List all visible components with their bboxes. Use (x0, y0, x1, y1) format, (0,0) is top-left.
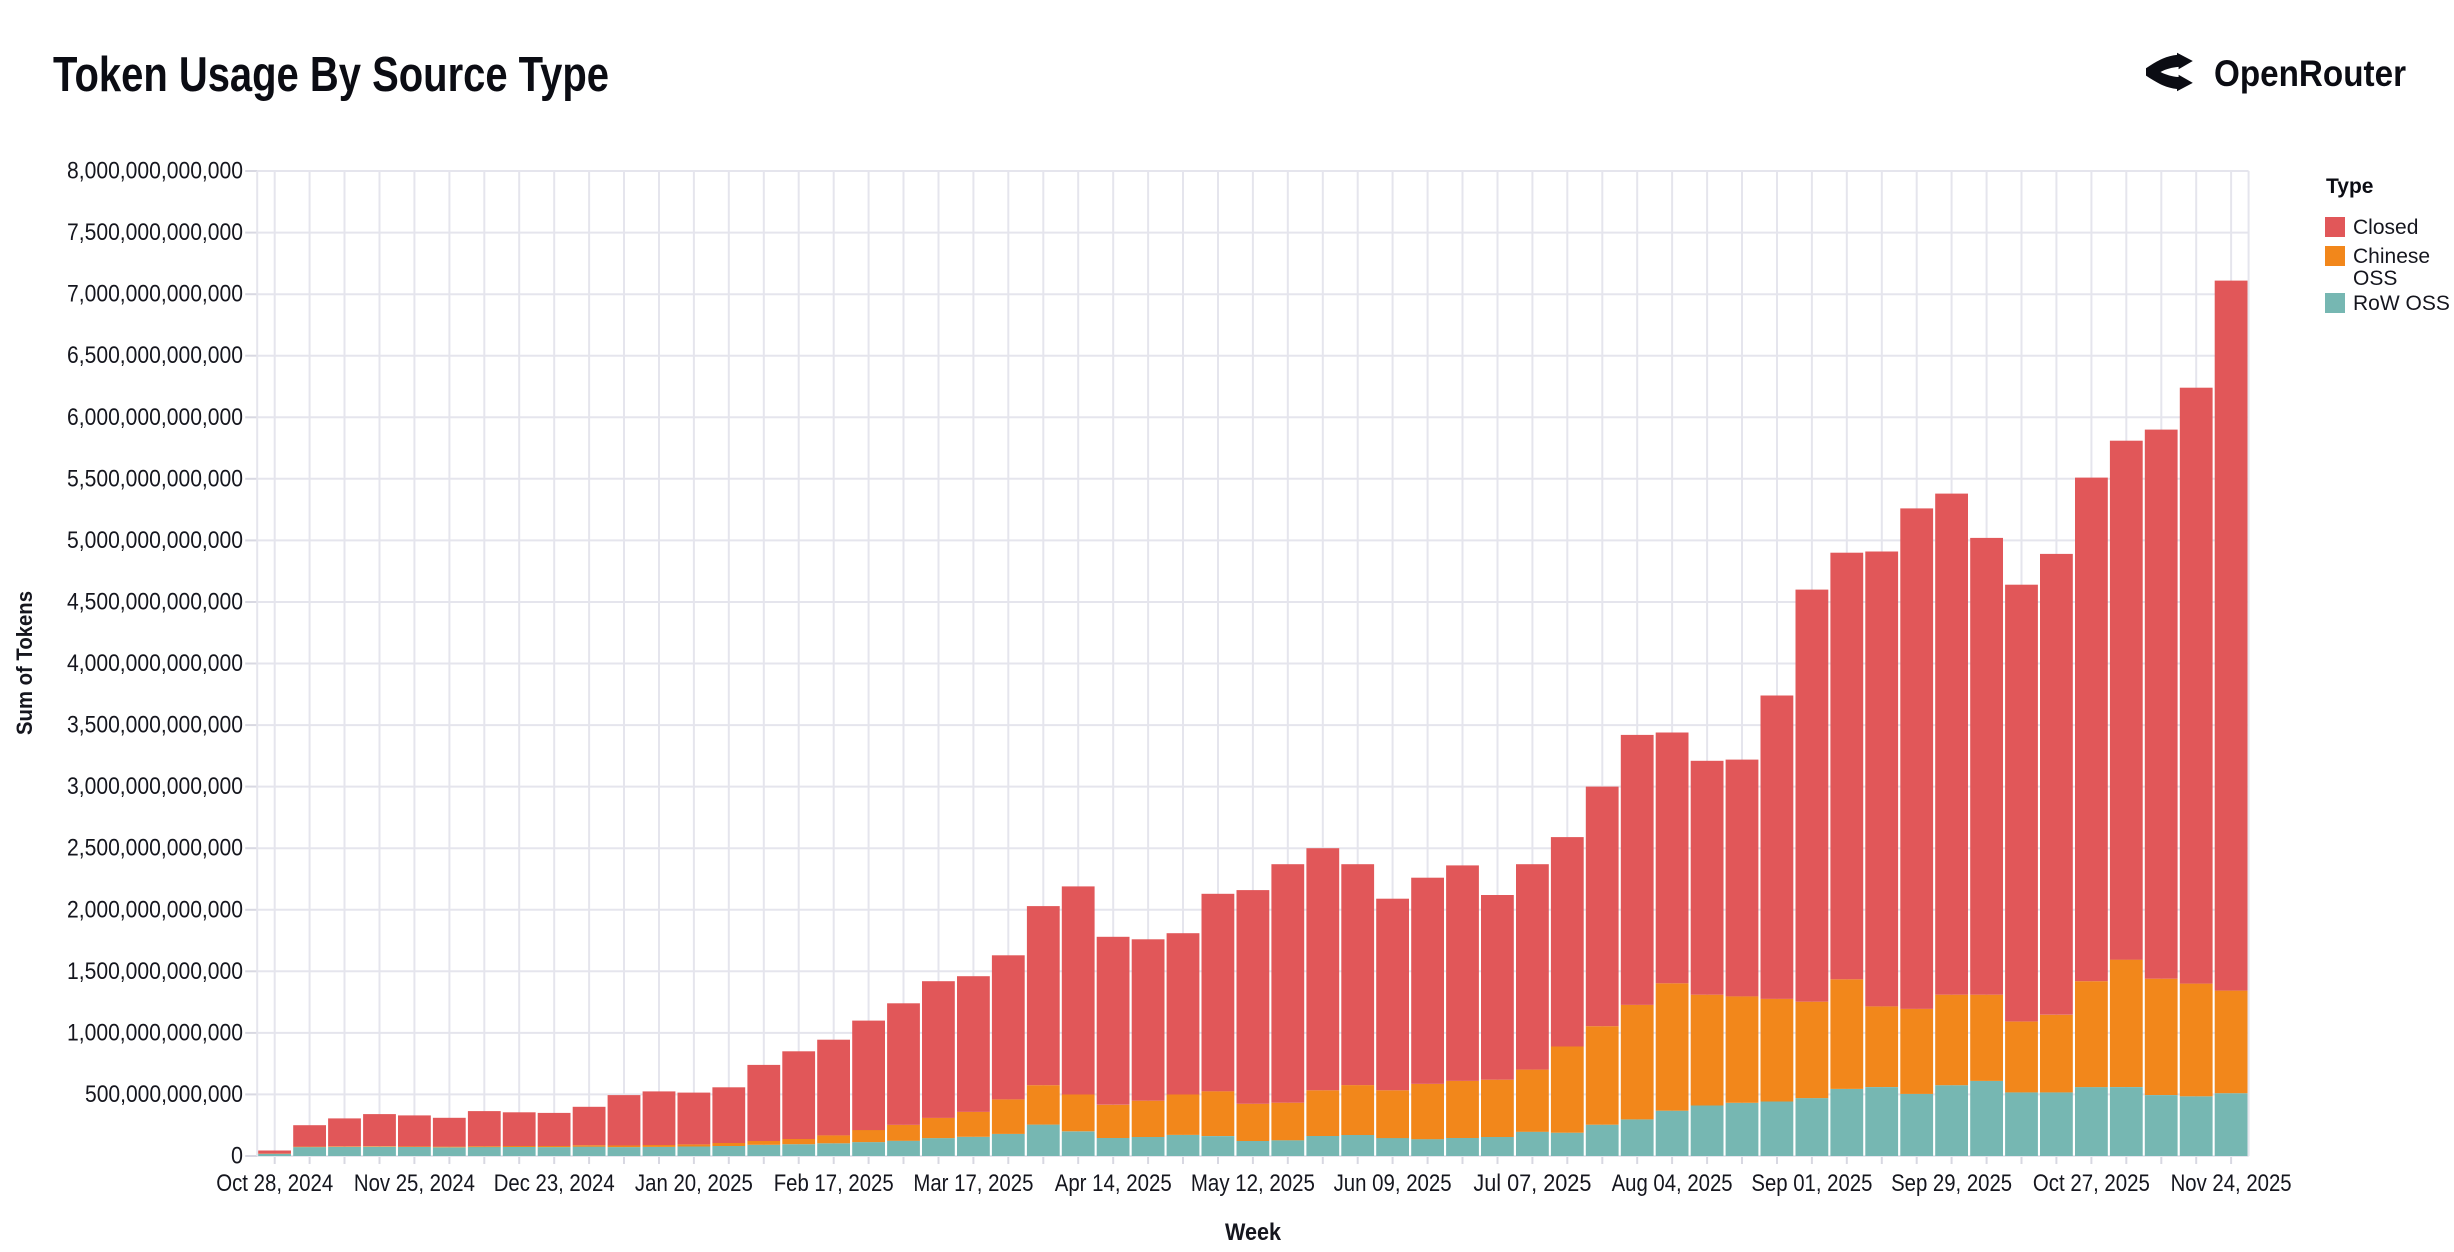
svg-text:8,000,000,000,000: 8,000,000,000,000 (67, 158, 243, 185)
svg-text:5,500,000,000,000: 5,500,000,000,000 (67, 465, 243, 492)
svg-text:3,500,000,000,000: 3,500,000,000,000 (67, 712, 243, 739)
svg-text:6,500,000,000,000: 6,500,000,000,000 (67, 342, 243, 369)
svg-text:500,000,000,000: 500,000,000,000 (85, 1081, 243, 1108)
svg-text:Aug 04, 2025: Aug 04, 2025 (1612, 1170, 1733, 1197)
svg-text:Nov 24, 2025: Nov 24, 2025 (2171, 1170, 2292, 1197)
svg-text:3,000,000,000,000: 3,000,000,000,000 (67, 773, 243, 800)
svg-text:6,000,000,000,000: 6,000,000,000,000 (67, 404, 243, 431)
svg-text:0: 0 (231, 1143, 243, 1170)
svg-text:Closed: Closed (2353, 216, 2418, 239)
svg-text:Jul 07, 2025: Jul 07, 2025 (1473, 1170, 1591, 1197)
svg-text:Sep 01, 2025: Sep 01, 2025 (1751, 1170, 1872, 1197)
svg-text:Apr 14, 2025: Apr 14, 2025 (1055, 1170, 1172, 1197)
svg-text:Oct 27, 2025: Oct 27, 2025 (2033, 1170, 2150, 1197)
svg-text:4,000,000,000,000: 4,000,000,000,000 (67, 650, 243, 677)
svg-text:Chinese: Chinese (2353, 245, 2430, 268)
svg-text:1,500,000,000,000: 1,500,000,000,000 (67, 958, 243, 985)
svg-text:7,000,000,000,000: 7,000,000,000,000 (67, 281, 243, 308)
svg-text:OSS: OSS (2353, 267, 2397, 290)
svg-text:2,500,000,000,000: 2,500,000,000,000 (67, 835, 243, 862)
svg-text:Feb 17, 2025: Feb 17, 2025 (774, 1170, 894, 1197)
svg-text:Week: Week (1225, 1219, 1282, 1246)
svg-text:4,500,000,000,000: 4,500,000,000,000 (67, 589, 243, 616)
svg-text:2,000,000,000,000: 2,000,000,000,000 (67, 896, 243, 923)
svg-text:7,500,000,000,000: 7,500,000,000,000 (67, 219, 243, 246)
svg-text:May 12, 2025: May 12, 2025 (1191, 1170, 1315, 1197)
svg-text:Token Usage By Source Type: Token Usage By Source Type (53, 48, 609, 102)
svg-text:RoW OSS: RoW OSS (2353, 292, 2450, 315)
svg-text:Nov 25, 2024: Nov 25, 2024 (354, 1170, 475, 1197)
svg-text:1,000,000,000,000: 1,000,000,000,000 (67, 1019, 243, 1046)
svg-text:Sep 29, 2025: Sep 29, 2025 (1891, 1170, 2012, 1197)
svg-text:OpenRouter: OpenRouter (2214, 53, 2406, 94)
svg-text:Mar 17, 2025: Mar 17, 2025 (913, 1170, 1033, 1197)
svg-text:Jun 09, 2025: Jun 09, 2025 (1334, 1170, 1452, 1197)
svg-text:Jan 20, 2025: Jan 20, 2025 (635, 1170, 753, 1197)
svg-text:Type: Type (2326, 175, 2373, 198)
svg-text:Sum of Tokens: Sum of Tokens (12, 591, 37, 735)
svg-text:Dec 23, 2024: Dec 23, 2024 (494, 1170, 615, 1197)
svg-text:5,000,000,000,000: 5,000,000,000,000 (67, 527, 243, 554)
svg-text:Oct 28, 2024: Oct 28, 2024 (216, 1170, 333, 1197)
